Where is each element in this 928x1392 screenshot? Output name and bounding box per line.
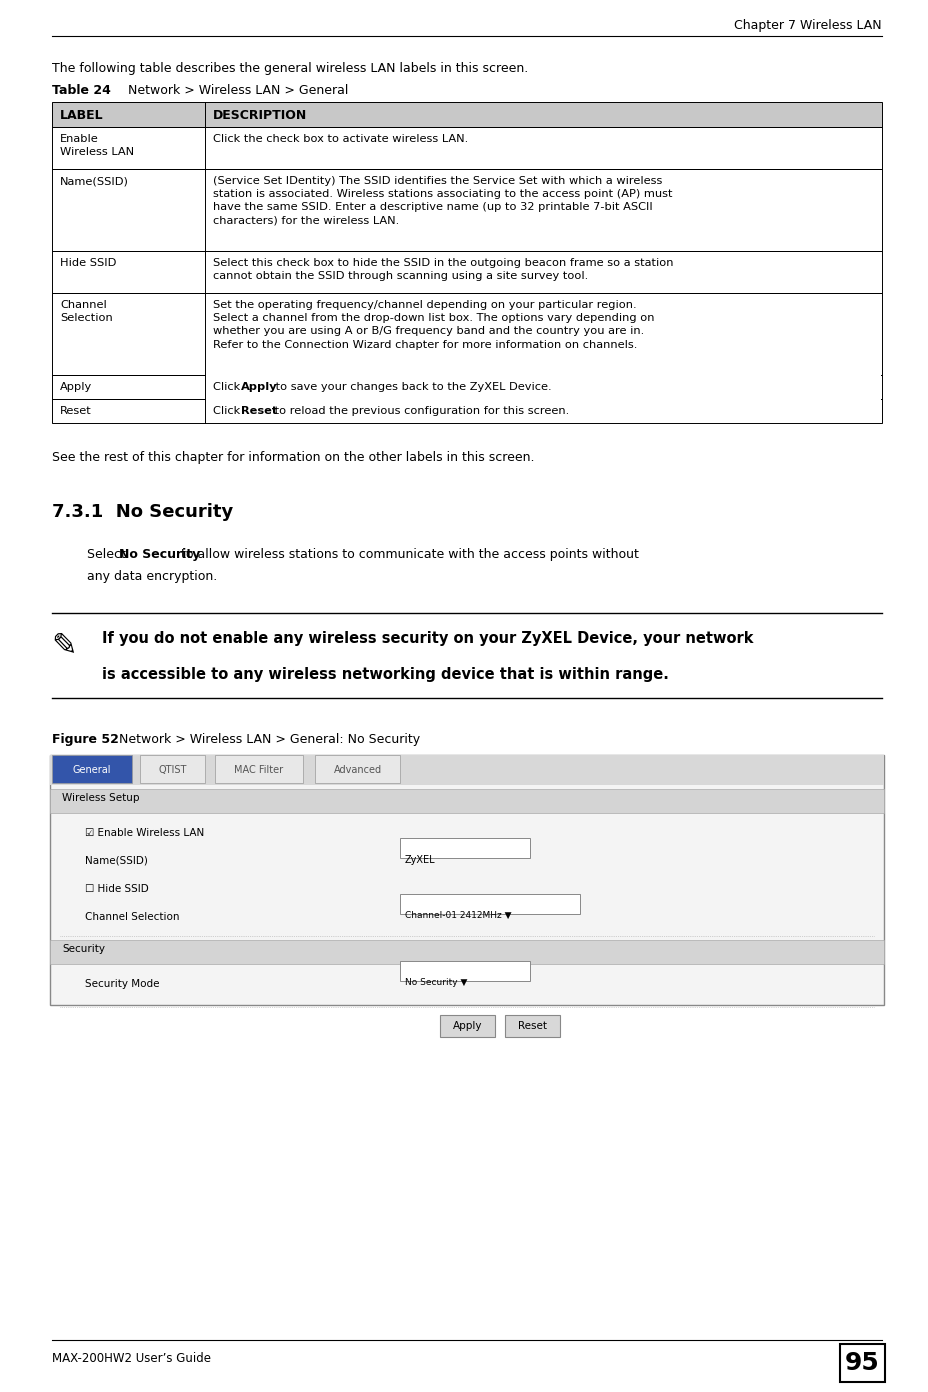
Text: Figure 52: Figure 52 <box>52 734 119 746</box>
Text: Channel-01 2412MHz ▼: Channel-01 2412MHz ▼ <box>405 910 511 920</box>
Text: General: General <box>72 766 111 775</box>
Bar <box>52 102 881 127</box>
Text: to allow wireless stations to communicate with the access points without: to allow wireless stations to communicat… <box>177 548 638 561</box>
Text: See the rest of this chapter for information on the other labels in this screen.: See the rest of this chapter for informa… <box>52 451 534 464</box>
Bar <box>206 374 880 400</box>
Text: Click Reset to reload the previous configuration for this screen.: Click Reset to reload the previous confi… <box>213 406 574 416</box>
Text: 95: 95 <box>844 1352 879 1375</box>
Text: Apply: Apply <box>60 381 92 393</box>
Text: ☑ Enable Wireless LAN: ☑ Enable Wireless LAN <box>84 828 204 838</box>
Text: No Security ▼: No Security ▼ <box>405 979 467 987</box>
Text: any data encryption.: any data encryption. <box>87 569 217 583</box>
Text: Set the operating frequency/channel depending on your particular region.
Select : Set the operating frequency/channel depe… <box>213 301 654 349</box>
Text: QTIST: QTIST <box>158 766 187 775</box>
Text: Wireless Setup: Wireless Setup <box>62 793 139 803</box>
Text: Chapter 7 Wireless LAN: Chapter 7 Wireless LAN <box>734 19 881 32</box>
Text: Network > Wireless LAN > General: No Security: Network > Wireless LAN > General: No Sec… <box>107 734 419 746</box>
Bar <box>400 894 579 915</box>
Text: Apply: Apply <box>452 1020 482 1031</box>
Text: Security: Security <box>62 944 105 954</box>
Text: Channel Selection: Channel Selection <box>84 912 179 922</box>
Text: Click: Click <box>213 381 244 393</box>
Bar <box>50 940 883 965</box>
Bar <box>206 400 880 423</box>
Bar <box>52 102 881 127</box>
Text: Enable
Wireless LAN: Enable Wireless LAN <box>60 134 134 157</box>
Bar <box>440 1015 495 1037</box>
Text: ✎: ✎ <box>51 631 77 660</box>
Text: 7.3.1  No Security: 7.3.1 No Security <box>52 503 233 521</box>
Bar <box>52 292 881 374</box>
Bar <box>50 754 883 785</box>
Text: Table 24: Table 24 <box>52 84 110 97</box>
Text: DESCRIPTION: DESCRIPTION <box>213 109 307 122</box>
Text: Reset: Reset <box>518 1020 547 1031</box>
Bar <box>52 168 881 251</box>
Bar <box>505 1015 560 1037</box>
Bar <box>140 754 205 782</box>
Bar <box>214 754 303 782</box>
Text: The following table describes the general wireless LAN labels in this screen.: The following table describes the genera… <box>52 63 528 75</box>
Bar <box>52 251 881 292</box>
Text: Select: Select <box>87 548 130 561</box>
Bar <box>52 127 881 168</box>
Text: Name(SSID): Name(SSID) <box>84 856 148 866</box>
Text: MAX-200HW2 User’s Guide: MAX-200HW2 User’s Guide <box>52 1352 211 1366</box>
Text: to reload the previous configuration for this screen.: to reload the previous configuration for… <box>271 406 569 416</box>
Bar <box>839 1345 884 1382</box>
Text: Name(SSID): Name(SSID) <box>60 175 129 187</box>
Text: Advanced: Advanced <box>333 766 381 775</box>
Bar <box>400 960 530 981</box>
Text: Click Apply to save your changes back to the ZyXEL Device.: Click Apply to save your changes back to… <box>213 381 555 393</box>
Text: ZyXEL: ZyXEL <box>405 855 435 864</box>
Text: Apply: Apply <box>240 381 277 393</box>
Text: Channel
Selection: Channel Selection <box>60 301 112 323</box>
Bar <box>315 754 400 782</box>
Text: Click the check box to activate wireless LAN.: Click the check box to activate wireless… <box>213 134 468 143</box>
Text: ☐ Hide SSID: ☐ Hide SSID <box>84 884 148 894</box>
Text: (Service Set IDentity) The SSID identifies the Service Set with which a wireless: (Service Set IDentity) The SSID identifi… <box>213 175 672 226</box>
Bar <box>400 838 530 857</box>
Text: is accessible to any wireless networking device that is within range.: is accessible to any wireless networking… <box>102 667 668 682</box>
Text: Select this check box to hide the SSID in the outgoing beacon frame so a station: Select this check box to hide the SSID i… <box>213 258 673 281</box>
Text: If you do not enable any wireless security on your ZyXEL Device, your network: If you do not enable any wireless securi… <box>102 631 753 646</box>
Text: Network > Wireless LAN > General: Network > Wireless LAN > General <box>116 84 348 97</box>
Text: Reset: Reset <box>60 406 92 416</box>
Bar <box>50 754 883 1005</box>
Bar <box>52 374 881 400</box>
Text: Click: Click <box>213 406 244 416</box>
Text: No Security: No Security <box>119 548 200 561</box>
Text: to save your changes back to the ZyXEL Device.: to save your changes back to the ZyXEL D… <box>272 381 551 393</box>
Text: Security Mode: Security Mode <box>84 979 160 988</box>
Text: LABEL: LABEL <box>60 109 104 122</box>
Text: Hide SSID: Hide SSID <box>60 258 116 269</box>
Text: Reset: Reset <box>240 406 277 416</box>
Bar <box>52 400 881 423</box>
Bar <box>50 789 883 813</box>
Text: MAC Filter: MAC Filter <box>234 766 283 775</box>
Bar <box>52 754 132 782</box>
